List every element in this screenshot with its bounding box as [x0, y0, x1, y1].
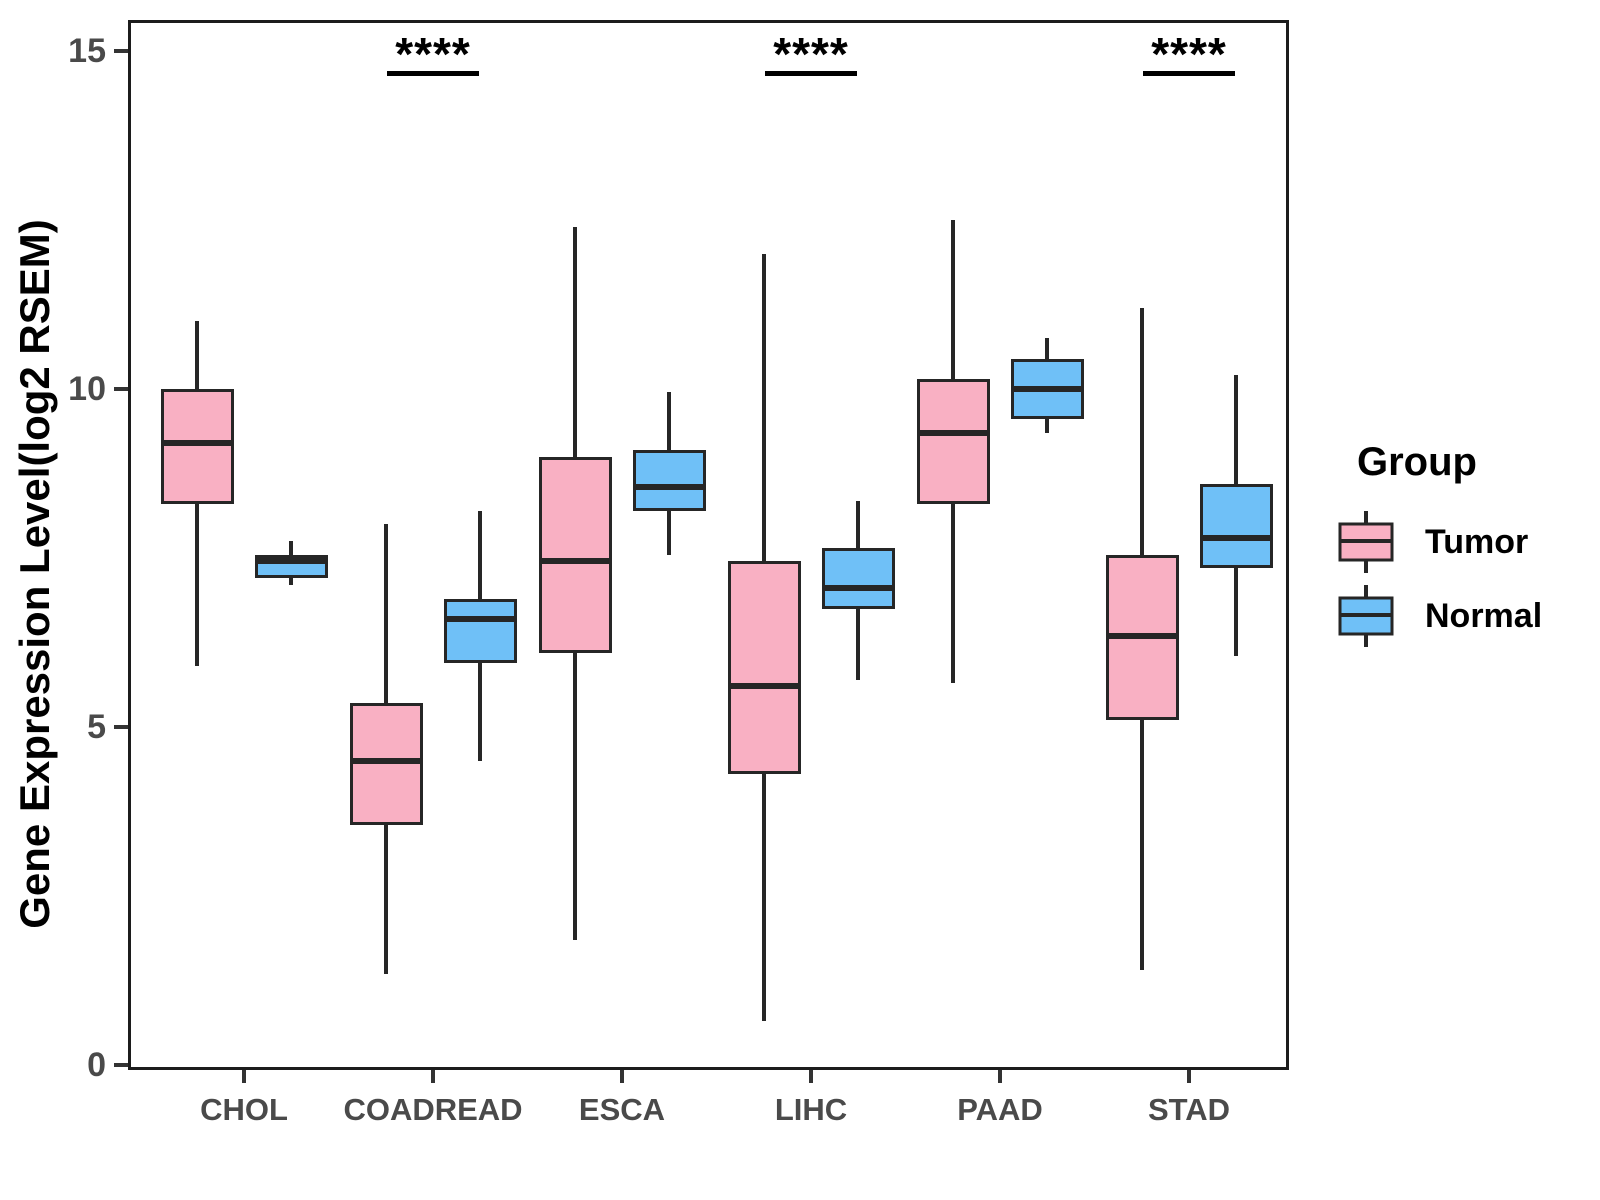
y-tick-mark [114, 725, 128, 729]
significance-stars-lihc: **** [773, 28, 849, 80]
box-chol-tumor [161, 389, 234, 504]
significance-bar-lihc [765, 71, 857, 76]
plot-panel [128, 20, 1289, 1070]
x-tick-label-esca: ESCA [578, 1092, 666, 1127]
box-esca-tumor [539, 457, 612, 653]
y-tick-label: 0 [87, 1046, 106, 1084]
median-esca-tumor [542, 558, 609, 564]
y-tick-label: 15 [68, 32, 106, 70]
x-tick-mark [809, 1070, 813, 1083]
box-esca-normal [633, 450, 706, 511]
median-lihc-tumor [731, 683, 798, 689]
legend-label-tumor: Tumor [1425, 522, 1529, 561]
legend-items: Tumor Normal [1335, 505, 1542, 653]
box-lihc-tumor [728, 561, 801, 774]
significance-bar-stad [1143, 71, 1235, 76]
legend-boxplot-glyph-normal [1338, 585, 1394, 647]
box-paad-tumor [917, 379, 990, 504]
median-paad-tumor [920, 430, 987, 436]
median-stad-tumor [1109, 633, 1176, 639]
y-tick-mark [114, 1063, 128, 1067]
significance-stars-stad: **** [1151, 28, 1227, 80]
significance-stars-coadread: **** [395, 28, 471, 80]
box-coadread-tumor [350, 703, 423, 825]
median-coadread-tumor [353, 758, 420, 764]
median-stad-normal [1203, 535, 1270, 541]
legend: Group Tumor Normal [1335, 440, 1542, 653]
box-lihc-normal [822, 548, 895, 609]
x-tick-label-chol: CHOL [200, 1092, 288, 1127]
x-tick-label-paad: PAAD [957, 1092, 1043, 1127]
y-axis-title: Gene Expression Level(log2 RSEM) [11, 219, 58, 929]
x-tick-mark [620, 1070, 624, 1083]
y-tick-mark [114, 387, 128, 391]
x-tick-label-stad: STAD [1147, 1092, 1231, 1127]
legend-label-normal: Normal [1425, 596, 1543, 635]
median-esca-normal [636, 484, 703, 490]
legend-title: Group [1357, 440, 1477, 484]
x-tick-mark [431, 1070, 435, 1083]
median-chol-tumor [164, 440, 231, 446]
median-chol-normal [258, 558, 325, 564]
x-tick-mark [242, 1070, 246, 1083]
x-tick-mark [1187, 1070, 1191, 1083]
median-lihc-normal [825, 585, 892, 591]
x-tick-label-coadread: COADREAD [343, 1092, 523, 1127]
x-tick-label-lihc: LIHC [774, 1092, 848, 1127]
y-tick-label: 5 [87, 708, 106, 746]
y-tick-label: 10 [68, 370, 106, 408]
y-tick-mark [114, 49, 128, 53]
median-paad-normal [1014, 386, 1081, 392]
legend-boxplot-glyph-tumor [1338, 511, 1394, 573]
median-coadread-normal [447, 616, 514, 622]
significance-bar-coadread [387, 71, 479, 76]
box-coadread-normal [444, 599, 517, 663]
legend-item-normal: Normal [1335, 579, 1542, 653]
x-tick-mark [998, 1070, 1002, 1083]
legend-item-tumor: Tumor [1335, 505, 1542, 579]
box-stad-normal [1200, 484, 1273, 568]
